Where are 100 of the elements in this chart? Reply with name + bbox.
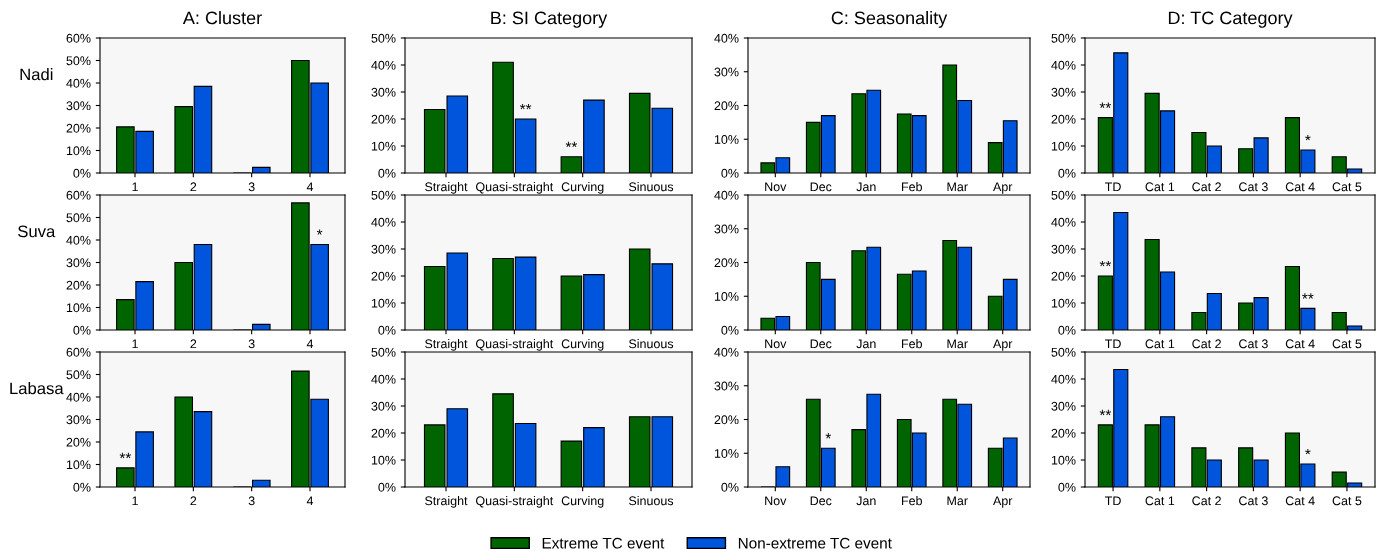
y-tick-label: 50% <box>371 33 396 43</box>
y-tick-label: 10% <box>371 298 396 308</box>
x-tick-label: 1 <box>132 339 138 349</box>
x-tick-label: 4 <box>306 496 314 506</box>
y-tick-label: 10% <box>1051 141 1076 151</box>
y-tick-label: 20% <box>1051 428 1076 438</box>
y-tick-label: 30% <box>714 67 739 77</box>
y-tick-label: 20% <box>66 123 91 133</box>
y-tick-label: 10% <box>371 141 396 151</box>
x-tick-label: 3 <box>248 496 255 506</box>
x-tick-label: Mar <box>947 182 968 192</box>
y-tick-label: 0% <box>721 482 739 492</box>
y-tick-label: 30% <box>371 87 396 97</box>
y-tick-label: 30% <box>66 258 91 268</box>
x-tick-label: Dec <box>810 339 832 349</box>
x-tick-label: TD <box>1105 182 1121 192</box>
x-tick-label: Cat 1 <box>1145 339 1175 349</box>
x-tick-label: 1 <box>132 496 138 506</box>
y-tick-label: 30% <box>714 381 739 391</box>
y-tick-label: 0% <box>1058 325 1076 335</box>
legend-label: Non-extreme TC event <box>738 537 892 549</box>
chart-title: D: TC Category <box>1168 11 1293 28</box>
x-tick-label: 2 <box>190 182 197 192</box>
x-tick-label: Apr <box>993 339 1013 351</box>
x-tick-label: Curving <box>561 339 604 351</box>
x-tick-label: Feb <box>902 496 922 506</box>
y-tick-label: 20% <box>1051 114 1076 124</box>
y-tick-label: 20% <box>371 114 396 124</box>
y-tick-label: 30% <box>1051 244 1076 254</box>
x-tick-label: Dec <box>810 182 832 192</box>
x-tick-label: 2 <box>190 496 197 506</box>
y-tick-label: 50% <box>1051 190 1076 200</box>
x-tick-label: Straight <box>425 339 468 351</box>
y-tick-label: 40% <box>371 374 396 384</box>
y-tick-label: 40% <box>371 60 396 70</box>
x-tick-label: Sinuous <box>628 339 674 349</box>
y-tick-label: 20% <box>66 280 91 290</box>
x-tick-label: Curving <box>561 182 604 194</box>
chart-title: A: Cluster <box>182 11 262 25</box>
x-tick-label: Cat 5 <box>1332 339 1362 349</box>
annotation: ** <box>519 103 532 110</box>
x-tick-label: Quasi-straight <box>476 182 554 194</box>
y-tick-label: 0% <box>73 482 91 492</box>
y-tick-label: 10% <box>66 146 91 156</box>
x-tick-label: Cat 1 <box>1145 496 1175 506</box>
y-tick-label: 50% <box>66 370 91 380</box>
y-tick-label: 50% <box>1051 347 1076 357</box>
y-tick-label: 40% <box>714 190 739 200</box>
annotation: ** <box>1099 260 1112 267</box>
annotation: * <box>1305 448 1311 455</box>
y-tick-label: 10% <box>371 455 396 465</box>
x-tick-label: Dec <box>810 496 832 506</box>
y-tick-label: 40% <box>1051 374 1076 384</box>
x-tick-label: Feb <box>902 182 922 192</box>
x-tick-label: Cat 5 <box>1332 496 1362 506</box>
y-tick-label: 40% <box>66 235 91 245</box>
x-tick-label: Cat 5 <box>1332 182 1362 192</box>
y-tick-label: 30% <box>66 101 91 111</box>
legend-label: Extreme TC event <box>542 537 665 549</box>
y-axis-title: Nadi <box>20 68 53 81</box>
x-tick-label: Jan <box>856 182 876 192</box>
y-tick-label: 50% <box>66 56 91 66</box>
y-axis-title: Labasa <box>10 382 64 395</box>
x-tick-label: TD <box>1105 339 1121 349</box>
y-tick-label: 10% <box>66 303 91 313</box>
x-tick-label: TD <box>1105 496 1121 506</box>
annotation: ** <box>1099 102 1112 108</box>
y-tick-label: 60% <box>66 33 91 43</box>
x-tick-label: Straight <box>425 182 468 194</box>
x-tick-label: Apr <box>993 182 1013 194</box>
y-tick-label: 0% <box>1058 168 1076 178</box>
x-tick-label: 3 <box>248 182 255 192</box>
x-tick-label: 4 <box>306 339 314 349</box>
annotation: ** <box>119 452 132 459</box>
y-tick-label: 30% <box>371 401 396 411</box>
annotation: ** <box>1302 293 1314 299</box>
y-tick-label: 20% <box>714 101 739 111</box>
x-tick-label: 4 <box>306 182 314 192</box>
x-tick-label: Sinuous <box>628 182 674 192</box>
y-tick-label: 50% <box>371 347 396 357</box>
x-tick-label: Cat 3 <box>1239 496 1268 506</box>
annotation: * <box>1305 134 1311 141</box>
y-tick-label: 0% <box>721 325 739 335</box>
x-tick-label: Jan <box>856 496 876 506</box>
y-tick-label: 0% <box>1058 482 1076 492</box>
x-tick-label: Cat 3 <box>1239 182 1268 192</box>
y-tick-label: 0% <box>73 325 91 335</box>
x-tick-label: 1 <box>132 182 138 192</box>
y-tick-label: 30% <box>66 415 91 425</box>
x-tick-label: Curving <box>561 496 604 508</box>
x-tick-label: Straight <box>425 496 468 508</box>
x-tick-label: Jan <box>856 339 876 349</box>
y-tick-label: 20% <box>714 258 739 268</box>
x-tick-label: Nov <box>765 182 787 192</box>
x-tick-label: Mar <box>947 339 968 349</box>
x-tick-label: Mar <box>947 496 968 506</box>
annotation: ** <box>565 141 578 148</box>
annotation: ** <box>1099 409 1112 416</box>
x-tick-label: Nov <box>765 496 787 506</box>
x-tick-label: Apr <box>993 496 1013 508</box>
